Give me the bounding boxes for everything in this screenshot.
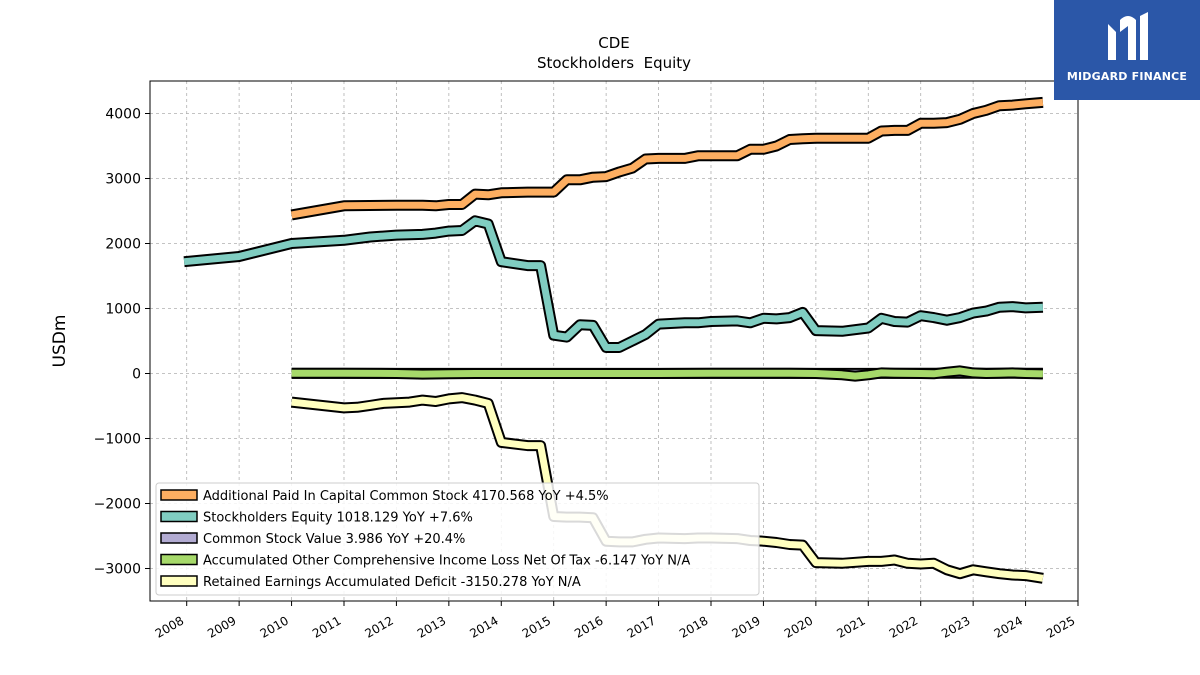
x-tick-label: 2019 <box>729 613 762 640</box>
brand-mark-icon <box>1108 12 1148 60</box>
brand-name: MIDGARD FINANCE <box>1066 70 1188 83</box>
y-tick-label: −3000 <box>94 562 141 578</box>
legend-box <box>155 482 760 596</box>
legend-swatch <box>160 575 198 587</box>
legend: Additional Paid In Capital Common Stock … <box>155 482 760 596</box>
brand-logo: MIDGARD FINANCE <box>1054 0 1200 100</box>
x-tick-label: 2012 <box>362 613 395 640</box>
series-1 <box>183 215 1044 353</box>
y-tick-label: 1000 <box>105 302 141 318</box>
legend-entry: Accumulated Other Comprehensive Income L… <box>203 554 690 569</box>
legend-swatch <box>160 532 198 544</box>
series-line <box>291 98 1044 219</box>
y-tick-label: 2000 <box>105 237 141 253</box>
x-tick-label: 2011 <box>310 613 343 640</box>
chart-subtitle: Stockholders Equity <box>537 54 691 72</box>
y-tick-label: 4000 <box>105 107 141 123</box>
legend-entry: Retained Earnings Accumulated Deficit -3… <box>203 575 581 590</box>
legend-swatch <box>160 510 198 523</box>
legend-swatch <box>160 489 198 501</box>
series-line <box>183 217 1044 351</box>
x-tick-label: 2025 <box>1044 613 1077 640</box>
x-tick-label: 2023 <box>939 613 972 640</box>
series-3 <box>291 365 1044 382</box>
y-tick-label: −2000 <box>94 497 141 513</box>
x-tick-label: 2014 <box>467 613 500 640</box>
legend-entry: Common Stock Value 3.986 YoY +20.4% <box>203 532 465 547</box>
y-tick-label: 0 <box>132 367 141 383</box>
x-tick-label: 2015 <box>520 613 553 640</box>
plot-frame <box>149 80 1079 602</box>
x-tick-label: 2021 <box>834 613 867 640</box>
series-line <box>291 367 1043 380</box>
legend-entry: Additional Paid In Capital Common Stock … <box>203 489 609 504</box>
x-tick-label: 2008 <box>153 613 186 640</box>
series-0 <box>290 96 1044 221</box>
y-tick-label: 3000 <box>105 172 141 188</box>
x-tick-label: 2022 <box>887 613 920 640</box>
x-axis: 2008 2009 2010 2011 2012 2013 2014 2015 2016 2017… <box>153 601 1079 641</box>
y-axis-label: USDm <box>50 315 70 368</box>
chart-title: CDE <box>598 34 630 52</box>
x-tick-label: 2009 <box>205 613 238 640</box>
x-tick-label: 2010 <box>258 613 291 640</box>
x-tick-label: 2013 <box>415 613 448 640</box>
y-tick-label: −1000 <box>94 432 141 448</box>
x-tick-label: 2020 <box>782 613 815 640</box>
y-axis: −3000 −2000 −1000 0 1000 2000 3000 4000 <box>94 107 150 578</box>
x-tick-label: 2018 <box>677 613 710 640</box>
x-tick-label: 2017 <box>625 613 658 640</box>
legend-entry: Stockholders Equity 1018.129 YoY +7.6% <box>203 511 473 526</box>
x-tick-label: 2024 <box>992 613 1025 640</box>
x-tick-label: 2016 <box>572 613 605 640</box>
legend-swatch <box>160 553 198 566</box>
